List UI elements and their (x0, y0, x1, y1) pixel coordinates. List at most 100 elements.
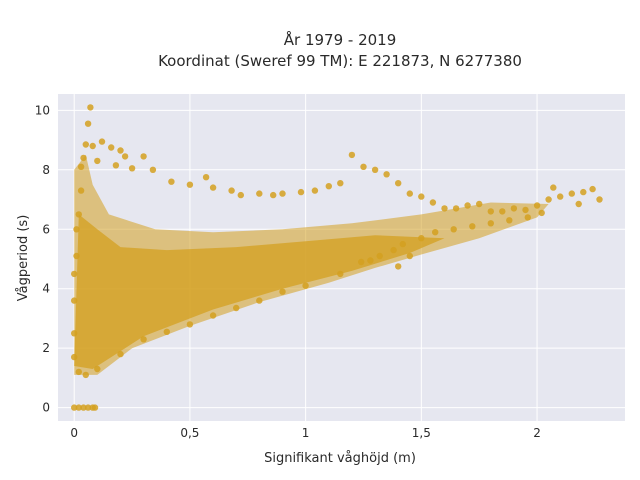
scatter-point (71, 404, 78, 411)
scatter-point (84, 120, 92, 127)
scatter-point (538, 209, 545, 217)
scatter-point (568, 190, 575, 197)
scatter-point (140, 336, 147, 343)
scatter-point (499, 208, 506, 215)
scatter-point (94, 157, 101, 165)
scatter-point (77, 187, 85, 194)
scatter-point (71, 270, 78, 278)
scatter-point (209, 184, 217, 191)
scatter-points (71, 104, 603, 411)
scatter-point (186, 321, 194, 328)
scatter-point (575, 200, 582, 208)
x-axis-label: Signifikant våghöjd (m) (264, 451, 416, 466)
scatter-point (390, 246, 397, 254)
scatter-point (418, 235, 425, 242)
scatter-point (337, 180, 344, 187)
y-tick-label: 6 (42, 222, 50, 236)
scatter-point (77, 163, 85, 170)
scatter-point (589, 185, 596, 193)
scatter-point (545, 196, 552, 203)
scatter-point (432, 229, 439, 236)
scatter-point (371, 166, 379, 173)
scatter-point (279, 288, 286, 295)
scatter-point (367, 257, 374, 264)
scatter-point (429, 199, 437, 206)
scatter-point (302, 282, 309, 289)
scatter-density-clusters (74, 154, 549, 375)
scatter-point (550, 184, 557, 191)
scatter-point (376, 252, 383, 260)
scatter-point (209, 312, 217, 319)
scatter-point (94, 365, 101, 373)
scatter-point (71, 330, 78, 337)
scatter-point (186, 181, 194, 188)
scatter-point (73, 226, 80, 233)
scatter-point (163, 328, 170, 335)
scatter-point (441, 205, 448, 212)
scatter-point (596, 196, 603, 203)
scatter-point (168, 178, 175, 185)
scatter-point (325, 183, 332, 190)
scatter-point (80, 404, 87, 411)
scatter-point (128, 165, 136, 172)
scatter-point (256, 297, 263, 304)
scatter-point (358, 258, 365, 266)
scatter-point (84, 404, 92, 411)
scatter-point (117, 147, 124, 154)
scatter-point (524, 214, 531, 221)
scatter-point (406, 252, 413, 260)
x-tick-label: 1,5 (412, 426, 431, 440)
scatter-point (256, 190, 263, 197)
scatter-point (75, 211, 83, 218)
scatter-point (121, 153, 129, 160)
x-tick-label: 0 (70, 426, 78, 440)
y-axis-label: Vågperiod (s) (16, 215, 31, 302)
scatter-point (510, 205, 518, 212)
scatter-point (112, 162, 120, 169)
scatter-point (337, 270, 344, 278)
y-tick-label: 0 (42, 401, 50, 415)
scatter-point (533, 202, 541, 209)
scatter-point (395, 180, 402, 187)
scatter-point (450, 226, 457, 233)
scatter-point (237, 191, 244, 199)
scatter-point (399, 240, 406, 248)
scatter-point (228, 187, 235, 194)
scatter-point (418, 193, 425, 200)
scatter-point (202, 174, 210, 181)
scatter-point (87, 104, 94, 111)
scatter-point (297, 188, 305, 196)
scatter-point (360, 163, 367, 170)
x-axis-ticks: 0 0,5 1 1,5 2 (70, 426, 540, 440)
y-axis-ticks: 0 2 4 6 8 10 (35, 103, 50, 414)
scatter-point (311, 187, 319, 194)
scatter-point (476, 200, 483, 208)
scatter-point (98, 138, 106, 145)
scatter-point (348, 151, 356, 159)
scatter-point (80, 154, 87, 162)
chart-title-line2: Koordinat (Sweref 99 TM): E 221873, N 62… (158, 52, 522, 70)
x-tick-label: 1 (302, 426, 310, 440)
scatter-point (117, 350, 124, 358)
scatter-point (580, 188, 587, 196)
scatter-point (464, 202, 471, 209)
y-tick-label: 2 (42, 341, 50, 355)
scatter-point (91, 404, 99, 411)
x-tick-label: 2 (533, 426, 541, 440)
scatter-point (279, 190, 286, 197)
x-tick-label: 0,5 (180, 426, 199, 440)
scatter-point (89, 142, 96, 150)
scatter-point (557, 193, 564, 200)
scatter-point (82, 371, 90, 379)
scatter-point (487, 208, 494, 215)
scatter-point (75, 404, 83, 411)
scatter-point (522, 206, 529, 214)
scatter-point (149, 166, 157, 173)
scatter-point (469, 223, 476, 230)
scatter-point (452, 205, 460, 212)
scatter-point (108, 144, 115, 151)
scatter-point (71, 353, 78, 361)
scatter-point (75, 368, 83, 376)
y-tick-label: 4 (42, 282, 50, 296)
